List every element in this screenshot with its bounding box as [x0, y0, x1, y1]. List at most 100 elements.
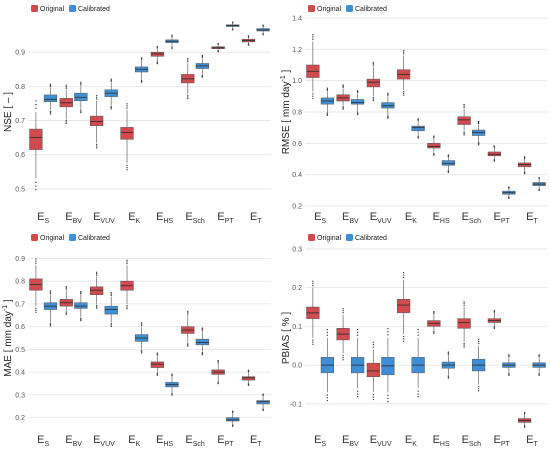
outlier-point [95, 96, 98, 98]
outlier-point [140, 322, 143, 324]
outlier-point [140, 57, 143, 59]
outlier-point [417, 331, 419, 334]
outlier-point [387, 117, 389, 119]
category-subscript: VUV [377, 441, 392, 448]
mae-legend-label: Original [40, 235, 65, 242]
nse-box-calibrated [43, 83, 58, 115]
category-subscript: K [412, 441, 417, 448]
outlier-point [402, 92, 405, 95]
pbias-category-label: ESch [462, 434, 482, 448]
outlier-point [463, 301, 465, 303]
outlier-point [187, 310, 189, 313]
y-axis-label-superscript: -1 [2, 305, 9, 311]
outlier-point [126, 304, 128, 307]
outlier-point [201, 351, 204, 354]
rmse-legend-swatch [308, 5, 315, 12]
outlier-point [326, 399, 329, 402]
nse-box-original [181, 57, 195, 100]
category-subscript: HS [163, 441, 173, 448]
outlier-point [463, 131, 465, 133]
outlier-point [110, 325, 112, 328]
outlier-point [126, 262, 128, 265]
pbias-box-original [457, 301, 471, 348]
mae-box-original [29, 258, 43, 313]
mae-tick-label: 0.5 [15, 347, 25, 354]
outlier-point [65, 313, 67, 316]
outlier-point [110, 79, 112, 82]
nse-box-original [150, 45, 165, 65]
rmse-box-calibrated [411, 118, 425, 139]
outlier-point [402, 51, 405, 53]
outlier-point [402, 94, 405, 96]
iqr-box [150, 361, 165, 368]
outlier-point [95, 307, 98, 309]
iqr-box [457, 116, 471, 125]
outlier-point [433, 135, 435, 137]
outlier-point [387, 93, 389, 96]
category-subscript: BV [349, 218, 359, 225]
rmse-panel: 0.2 0.4 0.6 0.8 1.0 1.2 1.4 ES EBV EVUV EK EHS ESch E… [280, 5, 547, 225]
rmse-tick-label: 0.2 [292, 204, 302, 211]
outlier-point [65, 122, 67, 125]
outlier-point [447, 375, 450, 377]
outlier-point [35, 103, 37, 106]
outlier-point [49, 323, 52, 326]
nse-box-calibrated [104, 78, 118, 110]
outlier-point [65, 288, 67, 290]
outlier-point [356, 113, 359, 116]
outlier-point [35, 307, 37, 309]
mae-box-original [241, 369, 256, 387]
iqr-box [397, 299, 411, 314]
rmse-tick-label: 0.4 [292, 172, 302, 179]
outlier-point [49, 325, 52, 327]
outlier-point [477, 122, 480, 125]
outlier-point [156, 352, 159, 354]
outlier-point [493, 145, 496, 147]
pbias-box-calibrated [532, 354, 546, 377]
outlier-point [356, 393, 359, 395]
outlier-point [110, 108, 112, 110]
outlier-point [140, 352, 143, 354]
outlier-point [49, 84, 52, 87]
mae-tick-label: 0.8 [15, 279, 25, 286]
pbias-tick-label: 0.2 [292, 285, 302, 292]
outlier-point [433, 331, 435, 334]
rmse-box-original [366, 61, 380, 102]
iqr-box [74, 302, 88, 309]
pbias-box-original [336, 307, 350, 361]
outlier-point [387, 94, 389, 97]
outlier-point [342, 86, 344, 89]
category-subscript: PT [225, 441, 235, 448]
outlier-point [402, 338, 405, 340]
outlier-point [187, 313, 189, 315]
rmse-legend-swatch [346, 5, 353, 12]
outlier-point [49, 290, 52, 292]
rmse-box-calibrated [532, 176, 546, 192]
pbias-box-original [306, 280, 320, 345]
mae-box-original [181, 310, 195, 347]
outlier-point [387, 115, 389, 117]
outlier-point [126, 107, 128, 109]
mae-legend-label: Calibrated [78, 235, 110, 242]
outlier-point [65, 285, 67, 288]
outlier-point [65, 87, 67, 89]
outlier-point [387, 400, 389, 403]
outlier-point [217, 42, 219, 45]
outlier-point [217, 359, 219, 362]
rmse-legend-label: Original [317, 6, 342, 13]
nse-box-calibrated [195, 54, 209, 78]
category-subscript: BV [73, 218, 83, 225]
mae-category-label: ET [250, 434, 262, 448]
outlier-point [65, 86, 67, 88]
outlier-point [312, 282, 314, 285]
outlier-point [65, 311, 67, 313]
outlier-point [356, 328, 359, 331]
outlier-point [508, 186, 510, 188]
outlier-point [156, 354, 159, 356]
outlier-point [35, 258, 37, 260]
outlier-point [372, 98, 375, 100]
outlier-point [201, 327, 204, 329]
iqr-box [366, 362, 380, 377]
outlier-point [508, 354, 510, 356]
outlier-point [477, 338, 480, 341]
